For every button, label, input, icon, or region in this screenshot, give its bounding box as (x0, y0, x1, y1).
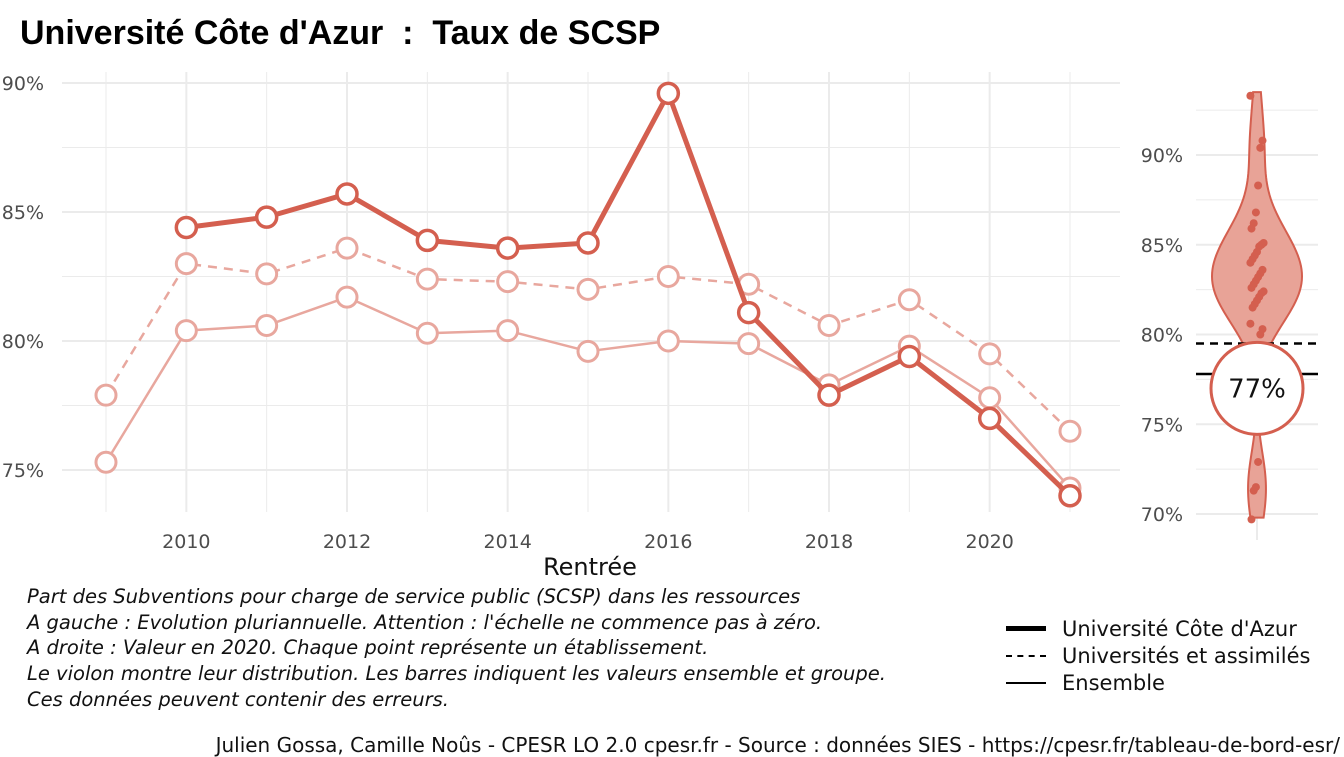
violin-point (1254, 457, 1263, 466)
data-point (576, 277, 600, 301)
caption-line: A gauche : Evolution pluriannuelle. Atte… (27, 610, 823, 634)
left-panel-series (94, 81, 1082, 508)
chart-caption: Part des Subventions pour charge de serv… (27, 584, 886, 713)
data-point (897, 344, 922, 369)
data-point (496, 319, 520, 343)
data-point (736, 300, 761, 325)
source-footer: Julien Gossa, Camille Noûs - CPESR LO 2.… (215, 733, 1340, 757)
legend-key-dashed (1006, 654, 1046, 657)
legend-item-universites: Universités et assimilés (1006, 642, 1310, 669)
violin-point (1254, 181, 1263, 190)
violin-point (1247, 283, 1256, 292)
caption-line: Part des Subventions pour charge de serv… (27, 585, 801, 608)
legend-item-ensemble: Ensemble (1006, 669, 1310, 696)
legend-label: Universités et assimilés (1062, 643, 1311, 668)
y-tick-label: 85% (1141, 235, 1183, 257)
legend-key-solid-thick (1006, 626, 1046, 631)
x-tick-label: 2020 (965, 531, 1013, 553)
data-point (254, 205, 279, 229)
data-point (174, 252, 198, 276)
violin-point (1247, 224, 1256, 233)
data-point (817, 383, 841, 407)
data-point (978, 342, 1002, 366)
data-point (656, 81, 681, 106)
data-point (495, 236, 520, 260)
caption-line: Ces données peuvent contenir des erreurs… (27, 687, 449, 711)
y-tick-label: 75% (1141, 414, 1183, 436)
data-point (576, 339, 600, 363)
data-point (415, 267, 439, 291)
x-tick-label: 2010 (162, 531, 210, 553)
x-tick-label: 2016 (644, 531, 692, 553)
data-point (415, 321, 439, 345)
violin-point (1246, 258, 1255, 267)
data-point (255, 314, 279, 338)
data-point (94, 450, 118, 474)
caption-line: A droite : Valeur en 2020. Chaque point … (27, 636, 709, 660)
data-point (415, 228, 440, 253)
data-point (174, 319, 198, 343)
y-tick-label: 75% (2, 460, 44, 482)
violin-point (1248, 303, 1257, 312)
legend: Université Côte d'Azur Universités et as… (1006, 615, 1310, 696)
legend-label: Université Côte d'Azur (1062, 616, 1297, 641)
violin-point (1249, 486, 1258, 495)
chart-title: Université Côte d'Azur : Taux de SCSP (20, 14, 661, 52)
violin-point (1251, 208, 1260, 217)
y-tick-label: 80% (2, 331, 44, 353)
violin-point (1246, 319, 1255, 328)
data-point (335, 182, 359, 206)
highlight-value-label: 77% (1228, 374, 1286, 404)
data-point (817, 314, 841, 338)
data-point (335, 285, 359, 309)
data-point (1058, 484, 1082, 508)
right-panel-violin: 77% (1196, 91, 1318, 524)
x-tick-label: 2012 (323, 531, 371, 553)
series-line-solid-thick (186, 90, 1072, 498)
x-axis-label: Rentrée (543, 553, 637, 581)
data-point (496, 270, 520, 294)
violin-point (1258, 136, 1267, 145)
data-point (1058, 419, 1082, 443)
violin-point (1256, 330, 1265, 339)
data-point (737, 332, 761, 356)
data-point (255, 262, 279, 286)
violin-point (1256, 143, 1265, 152)
data-point (335, 236, 359, 260)
x-tick-label: 2014 (483, 531, 531, 553)
caption-line: Le violon montre leur distribution. Les … (27, 662, 886, 686)
y-tick-label: 90% (1141, 145, 1183, 167)
violin-point (1246, 91, 1255, 100)
data-point (978, 386, 1002, 410)
data-point (576, 231, 600, 255)
x-tick-label: 2018 (805, 531, 853, 553)
data-point (977, 406, 1002, 431)
y-tick-label: 85% (2, 202, 44, 224)
right-panel-axes: 70% 75% 80% 85% 90% (1141, 145, 1183, 526)
data-point (174, 215, 199, 240)
legend-item-uca: Université Côte d'Azur (1006, 615, 1310, 642)
data-point (94, 383, 118, 407)
legend-key-solid (1006, 681, 1046, 684)
highlight-circle (1209, 340, 1305, 436)
left-panel-axes: 75% 80% 85% 90% 2010 2012 2014 2016 2018 2020 Rent… (2, 73, 1014, 581)
y-tick-label: 90% (2, 73, 44, 95)
violin-point (1247, 515, 1256, 524)
data-point (656, 329, 680, 353)
y-tick-label: 70% (1141, 504, 1183, 526)
data-point (656, 265, 680, 288)
legend-label: Ensemble (1062, 670, 1165, 695)
y-tick-label: 80% (1141, 325, 1183, 347)
data-point (897, 288, 921, 312)
